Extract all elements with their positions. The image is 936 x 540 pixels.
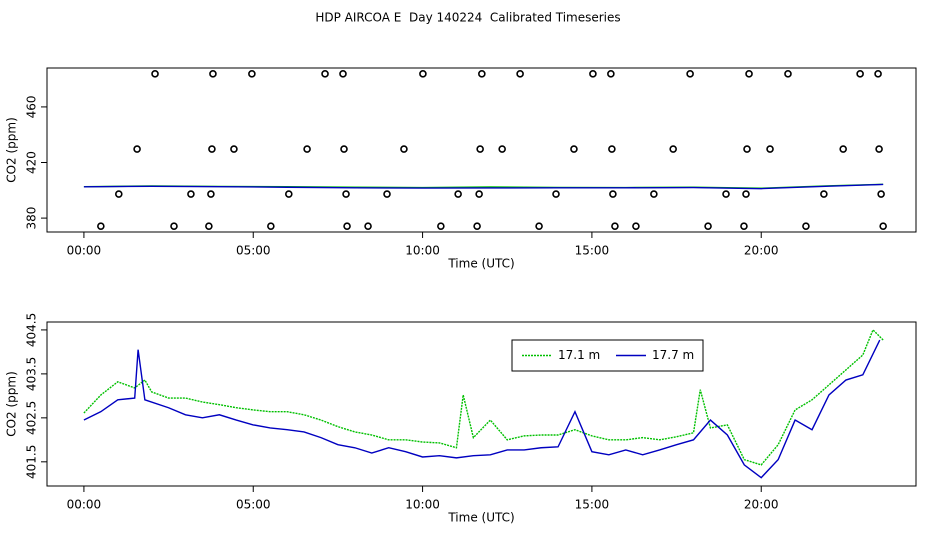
data-point bbox=[342, 190, 350, 198]
data-point bbox=[607, 70, 615, 78]
data-point bbox=[473, 222, 481, 230]
data-point bbox=[343, 222, 351, 230]
data-point bbox=[303, 145, 311, 153]
y-tick-label: 420 bbox=[25, 151, 39, 174]
legend-label: 17.1 m bbox=[558, 348, 600, 362]
data-point bbox=[133, 145, 141, 153]
data-point bbox=[383, 190, 391, 198]
data-line bbox=[83, 339, 881, 479]
plot-frame bbox=[46, 67, 917, 233]
data-point bbox=[208, 145, 216, 153]
x-tick-label: 00:00 bbox=[67, 244, 102, 258]
data-point bbox=[437, 222, 445, 230]
data-point bbox=[285, 190, 293, 198]
data-point bbox=[187, 190, 195, 198]
data-point bbox=[875, 145, 883, 153]
x-tick-label: 00:00 bbox=[67, 498, 102, 512]
data-point bbox=[669, 145, 677, 153]
data-point bbox=[745, 70, 753, 78]
y-tick-label: 402.5 bbox=[25, 401, 39, 435]
data-point bbox=[205, 222, 213, 230]
data-point bbox=[743, 145, 751, 153]
data-point bbox=[340, 145, 348, 153]
x-tick-label: 15:00 bbox=[575, 498, 610, 512]
data-point bbox=[611, 222, 619, 230]
data-point bbox=[704, 222, 712, 230]
data-point bbox=[97, 222, 105, 230]
data-point bbox=[802, 222, 810, 230]
data-point bbox=[498, 145, 506, 153]
data-point bbox=[877, 190, 885, 198]
data-point bbox=[207, 190, 215, 198]
data-point bbox=[552, 190, 560, 198]
data-point bbox=[476, 145, 484, 153]
data-point bbox=[478, 70, 486, 78]
legend-label: 17.7 m bbox=[652, 348, 694, 362]
data-point bbox=[209, 70, 217, 78]
data-point bbox=[419, 70, 427, 78]
data-point bbox=[321, 70, 329, 78]
data-point bbox=[151, 70, 159, 78]
data-line bbox=[83, 328, 884, 466]
data-point bbox=[856, 70, 864, 78]
data-point bbox=[609, 190, 617, 198]
data-point bbox=[230, 145, 238, 153]
data-point bbox=[784, 70, 792, 78]
data-line bbox=[83, 183, 884, 190]
data-point bbox=[686, 70, 694, 78]
data-point bbox=[339, 70, 347, 78]
data-point bbox=[267, 222, 275, 230]
y-tick-label: 380 bbox=[25, 207, 39, 230]
x-tick-label: 10:00 bbox=[405, 244, 440, 258]
y-axis-label: CO2 (ppm) bbox=[5, 371, 19, 437]
data-point bbox=[570, 145, 578, 153]
data-point bbox=[248, 70, 256, 78]
data-point bbox=[170, 222, 178, 230]
data-point bbox=[820, 190, 828, 198]
data-point bbox=[400, 145, 408, 153]
data-point bbox=[722, 190, 730, 198]
data-point bbox=[589, 70, 597, 78]
y-tick-label: 404.5 bbox=[25, 313, 39, 347]
data-point bbox=[516, 70, 524, 78]
data-point bbox=[364, 222, 372, 230]
data-point bbox=[874, 70, 882, 78]
chart-title: HDP AIRCOA E Day 140224 Calibrated Times… bbox=[315, 11, 620, 25]
data-point bbox=[632, 222, 640, 230]
x-tick-label: 05:00 bbox=[236, 244, 271, 258]
x-tick-label: 20:00 bbox=[744, 498, 779, 512]
y-tick-label: 401.5 bbox=[25, 445, 39, 479]
data-point bbox=[839, 145, 847, 153]
x-tick-label: 10:00 bbox=[405, 498, 440, 512]
x-tick-label: 15:00 bbox=[575, 244, 610, 258]
y-tick-label: 460 bbox=[25, 95, 39, 118]
x-axis-label: Time (UTC) bbox=[447, 257, 514, 271]
x-tick-label: 05:00 bbox=[236, 498, 271, 512]
data-point bbox=[535, 222, 543, 230]
data-point bbox=[454, 190, 462, 198]
y-tick-label: 403.5 bbox=[25, 357, 39, 391]
data-point bbox=[740, 222, 748, 230]
x-tick-label: 20:00 bbox=[744, 244, 779, 258]
x-axis-label: Time (UTC) bbox=[447, 511, 514, 525]
data-point bbox=[742, 190, 750, 198]
data-point bbox=[114, 190, 123, 198]
plot-frame bbox=[46, 321, 917, 487]
y-axis-label: CO2 (ppm) bbox=[5, 117, 19, 183]
data-point bbox=[879, 222, 887, 230]
data-point bbox=[650, 190, 658, 198]
data-point bbox=[766, 145, 774, 153]
data-point bbox=[608, 145, 616, 153]
data-point bbox=[475, 190, 483, 198]
